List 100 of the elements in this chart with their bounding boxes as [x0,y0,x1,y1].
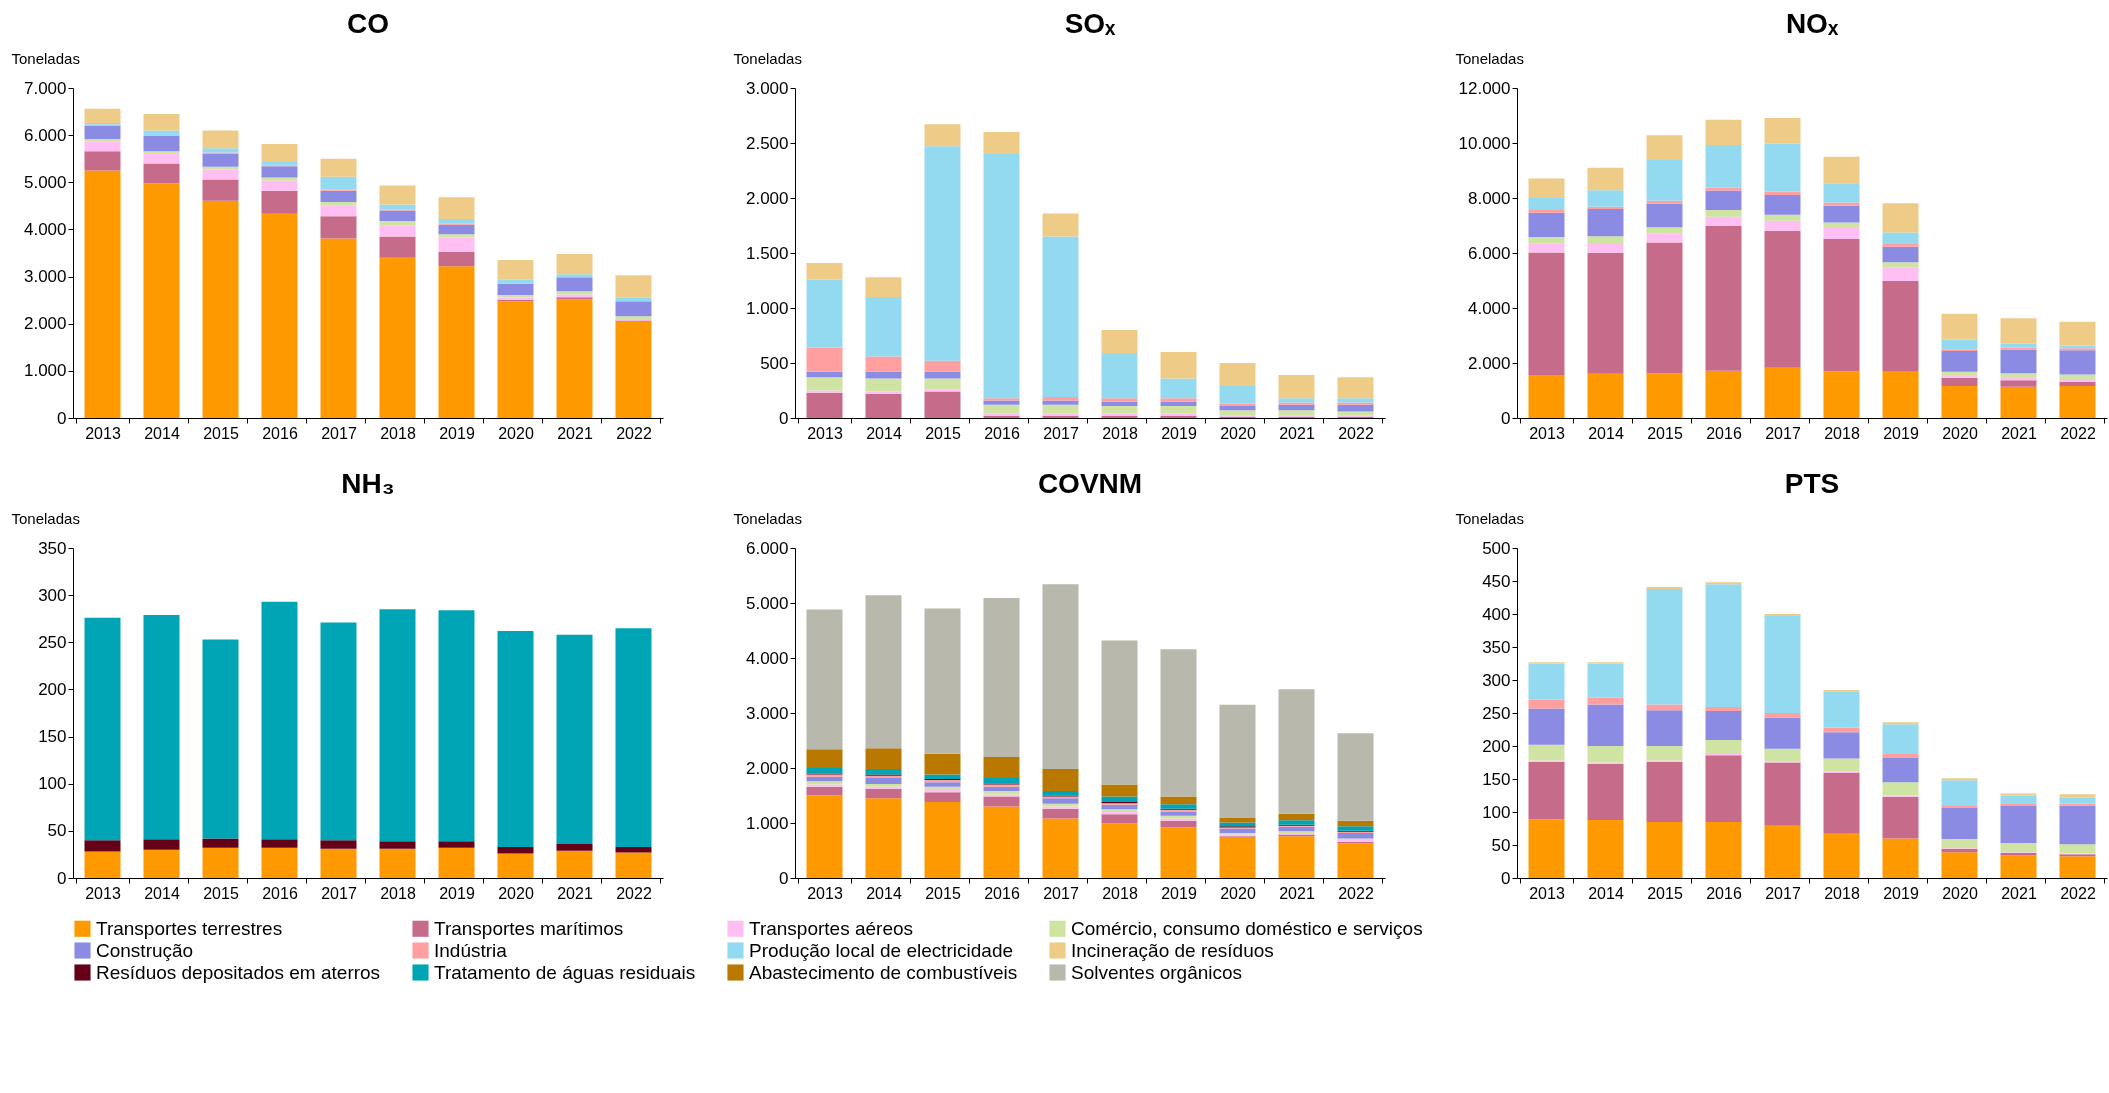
x-tick-label: 2015 [1647,884,1683,902]
y-tick-label: 100 [1482,802,1511,822]
x-tick-label: 2017 [321,424,357,442]
x-tick-label: 2019 [1161,884,1197,902]
y-tick-label: 6.000 [1467,243,1511,263]
x-tick-label: 2018 [1102,884,1138,902]
y-axis-title: Toneladas [11,509,80,527]
x-tick-label: 2013 [807,424,843,442]
chart-title: SOₓ [1064,8,1117,39]
y-tick-label: 0 [1501,408,1511,428]
y-tick-label: 500 [760,353,789,373]
y-tick-label: 2.500 [745,133,789,153]
y-tick-label: 0 [57,868,67,888]
y-tick-label: 3.000 [745,78,789,98]
x-tick-label: 2016 [1706,884,1742,902]
x-tick-label: 2017 [1765,884,1801,902]
x-tick-label: 2018 [1824,424,1860,442]
legend-label: Resíduos depositados em aterros [96,961,381,983]
legend-label: Solventes orgânicos [1071,961,1243,983]
x-tick-label: 2014 [866,884,902,902]
x-tick-label: 2020 [1220,884,1256,902]
legend-label: Tratamento de águas residuais [434,961,696,983]
y-tick-label: 12.000 [1458,78,1511,98]
legend-label: Abastecimento de combustíveis [749,961,1018,983]
y-tick-label: 3.000 [23,267,67,287]
x-tick-label: 2022 [616,884,652,902]
x-tick-label: 2022 [2060,424,2096,442]
x-tick-label: 2021 [1279,424,1315,442]
chart-title: PTS [1784,468,1840,499]
x-tick-label: 2014 [144,884,180,902]
y-tick-label: 5.000 [745,593,789,613]
y-tick-label: 1.000 [745,298,789,318]
legend-label: Produção local de electricidade [749,939,1014,961]
x-tick-label: 2013 [85,424,121,442]
x-tick-label: 2017 [1043,884,1079,902]
legend-label: Incineração de resíduos [1071,939,1274,961]
y-axis-title: Toneladas [733,49,802,67]
y-tick-label: 200 [38,679,67,699]
x-tick-label: 2020 [1220,424,1256,442]
x-tick-label: 2022 [1338,884,1374,902]
y-tick-label: 300 [38,585,67,605]
y-tick-label: 1.000 [23,361,67,381]
x-tick-label: 2021 [557,884,593,902]
y-tick-label: 350 [38,538,67,558]
y-tick-label: 0 [779,408,789,428]
y-axis-title: Toneladas [11,49,80,67]
x-tick-label: 2016 [262,424,298,442]
x-tick-label: 2017 [1043,424,1079,442]
y-tick-label: 500 [1482,538,1511,558]
x-tick-label: 2022 [2060,884,2096,902]
x-tick-label: 2018 [1102,424,1138,442]
y-tick-label: 350 [1482,637,1511,657]
x-tick-label: 2022 [1338,424,1374,442]
x-tick-label: 2018 [380,424,416,442]
x-tick-label: 2015 [1647,424,1683,442]
y-tick-label: 250 [38,632,67,652]
y-axis-title: Toneladas [1455,509,1524,527]
chart-title: NOₓ [1785,8,1839,39]
legend-label: Construção [96,939,194,961]
y-tick-label: 400 [1482,604,1511,624]
legend-label: Indústria [434,939,508,961]
x-tick-label: 2019 [1883,424,1919,442]
y-tick-label: 7.000 [23,78,67,98]
y-tick-label: 2.000 [745,188,789,208]
y-tick-label: 10.000 [1458,133,1511,153]
y-tick-label: 2.000 [23,314,67,334]
legend-label: Transportes marítimos [434,917,624,939]
x-tick-label: 2017 [1765,424,1801,442]
x-tick-label: 2014 [1588,424,1624,442]
y-tick-label: 0 [1501,868,1511,888]
y-tick-label: 6.000 [23,125,67,145]
x-tick-label: 2019 [439,424,475,442]
y-tick-label: 150 [38,727,67,747]
chart-title: COVNM [1037,468,1143,499]
x-tick-label: 2016 [984,424,1020,442]
x-tick-label: 2017 [321,884,357,902]
x-tick-label: 2018 [1824,884,1860,902]
y-tick-label: 50 [47,821,67,841]
x-tick-label: 2014 [866,424,902,442]
x-tick-label: 2020 [1942,884,1978,902]
y-tick-label: 100 [38,774,67,794]
x-tick-label: 2021 [557,424,593,442]
x-tick-label: 2014 [1588,884,1624,902]
x-tick-label: 2019 [1161,424,1197,442]
y-tick-label: 5.000 [23,172,67,192]
y-tick-label: 3.000 [745,703,789,723]
y-tick-label: 0 [57,408,67,428]
x-tick-label: 2013 [1529,884,1565,902]
legend-label: Transportes terrestres [96,917,283,939]
x-tick-label: 2015 [925,884,961,902]
y-axis-title: Toneladas [1455,49,1524,67]
y-tick-label: 200 [1482,736,1511,756]
x-tick-label: 2020 [498,884,534,902]
x-tick-label: 2013 [85,884,121,902]
x-tick-label: 2022 [616,424,652,442]
y-tick-label: 300 [1482,670,1511,690]
y-tick-label: 8.000 [1467,188,1511,208]
y-tick-label: 2.000 [1467,353,1511,373]
x-tick-label: 2019 [439,884,475,902]
x-tick-label: 2019 [1883,884,1919,902]
